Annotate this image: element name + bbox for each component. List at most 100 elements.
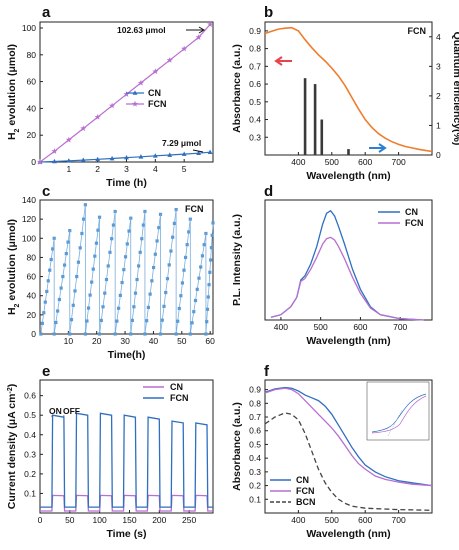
cycle-data-point	[133, 291, 138, 295]
x-tick-label: 600	[358, 157, 372, 167]
plot-frame	[264, 379, 433, 514]
y-axis-title: P.L. Intensity (a.u.)	[231, 214, 243, 306]
cycle-data-point	[187, 230, 191, 234]
cycle-line	[99, 211, 116, 335]
cycle-line	[40, 238, 55, 335]
cycle-data-point	[66, 240, 70, 244]
x-tick-label: 5	[182, 164, 187, 174]
y-tick-label: 0.9	[249, 26, 261, 36]
panel-letter-e: e	[42, 363, 50, 380]
series-line-fcn	[264, 387, 433, 487]
cycle-data-point	[177, 306, 181, 311]
y-tick-label: 0.4	[24, 430, 36, 440]
x-tick-label: 400	[291, 157, 305, 167]
cycle-data-point	[190, 321, 194, 325]
legend-label-fcn: FCN	[296, 486, 315, 496]
cycle-data-point	[40, 321, 44, 325]
y-axis-title: H2 evolution (μmol)	[6, 44, 21, 140]
y-axis-title: H2 evolution (μmol)	[6, 219, 21, 315]
cycle-data-point	[104, 277, 109, 282]
data-point-fcn	[80, 125, 87, 132]
cycle-data-point	[180, 281, 185, 285]
panel-a-chart: 1 2 3 4 5 0 20 40 60 80 100 Time (h) H2 evolution (μ…	[6, 21, 214, 189]
x-tick-label: 500	[325, 515, 339, 525]
cycle-data-point	[83, 203, 87, 207]
x-tick-label: 50	[65, 515, 75, 525]
x-tick-label: 30	[120, 336, 130, 346]
y-tick-label: 0.3	[249, 467, 261, 477]
x-axis-title: Time (h)	[106, 177, 147, 189]
cycle-line	[175, 219, 191, 335]
legend-label-cn: CN	[405, 207, 418, 217]
data-point-cn	[196, 150, 201, 155]
plot-frame	[39, 199, 214, 335]
panel-letter-c: c	[42, 183, 50, 200]
y-tick-label: 140	[22, 195, 36, 205]
data-point-fcn	[195, 34, 202, 40]
y-axis-title: Absorbance (a.u.)	[231, 402, 243, 491]
plot-frame	[264, 21, 433, 156]
cycle-data-point	[200, 254, 205, 258]
cycle-data-point	[90, 280, 94, 284]
cycle-data-point	[129, 216, 133, 220]
plot-frame	[39, 379, 214, 514]
data-point-fcn	[123, 91, 130, 97]
data-point-cn	[124, 154, 129, 160]
annotation-off: OFF	[63, 406, 80, 416]
cycle-data-point	[210, 233, 214, 237]
cycle-data-point	[86, 306, 91, 310]
legend-label-cn: CN	[148, 88, 161, 98]
data-point-fcn	[137, 79, 144, 86]
cycle-data-point	[206, 295, 210, 299]
cycle-line	[114, 218, 132, 335]
y-tick-label: 120	[22, 214, 36, 224]
x-tick-label: 3	[124, 164, 129, 174]
cycle-data-point	[211, 221, 215, 225]
y-tick-label: 0.3	[249, 132, 261, 142]
cycle-line	[69, 204, 86, 335]
cycle-data-point	[208, 270, 212, 274]
cycle-data-point	[209, 258, 213, 262]
x-tick-label: 600	[358, 515, 372, 525]
y-tick-label: 0.8	[249, 44, 261, 54]
x-tick-label: 400	[274, 322, 288, 332]
x-tick-label: 500	[325, 157, 339, 167]
cycle-data-point	[150, 279, 154, 283]
cycle-data-point	[94, 241, 99, 245]
legend-marker-fcn	[132, 100, 138, 107]
x-tick-label: 4	[153, 164, 158, 174]
cycle-data-point	[172, 221, 176, 225]
cycle-data-point	[61, 274, 65, 279]
x-tick-label: 700	[392, 157, 406, 167]
cycle-data-point	[48, 268, 52, 272]
data-point-fcn	[109, 102, 116, 109]
x-tick-label: 200	[152, 515, 166, 525]
cycle-data-point	[171, 235, 175, 239]
y-axis-title: Current density (μA cm-2)	[6, 384, 18, 509]
y-right-tick-label: 4	[436, 32, 441, 42]
cycle-data-point	[160, 318, 164, 322]
y-tick-label: 0.4	[249, 115, 261, 125]
cycle-data-point	[96, 228, 100, 232]
inset-frame	[366, 381, 430, 441]
data-point-cn	[181, 151, 187, 156]
legend-label-cn: CN	[170, 382, 183, 392]
legend-label-bcn: BCN	[296, 497, 316, 507]
inset-plot	[366, 381, 430, 441]
cycle-data-point	[157, 226, 161, 230]
y-tick-label: 0.6	[249, 79, 261, 89]
series-line-fcn	[40, 412, 213, 508]
data-point-fcn	[207, 21, 214, 28]
cycle-data-point	[207, 283, 211, 287]
cycle-data-point	[62, 263, 67, 267]
legend-marker-cn	[132, 90, 138, 95]
cycle-data-point	[185, 243, 189, 247]
y-tick-label: 0.6	[24, 391, 36, 401]
right-axis-arrow	[369, 143, 387, 153]
data-point-cn	[167, 152, 173, 157]
y-tick-label: 0.5	[249, 439, 261, 449]
cycle-data-point	[130, 318, 134, 322]
legend-label-fcn: FCN	[148, 99, 167, 109]
annotation-cn-total: 7.29 μmol	[162, 138, 201, 148]
